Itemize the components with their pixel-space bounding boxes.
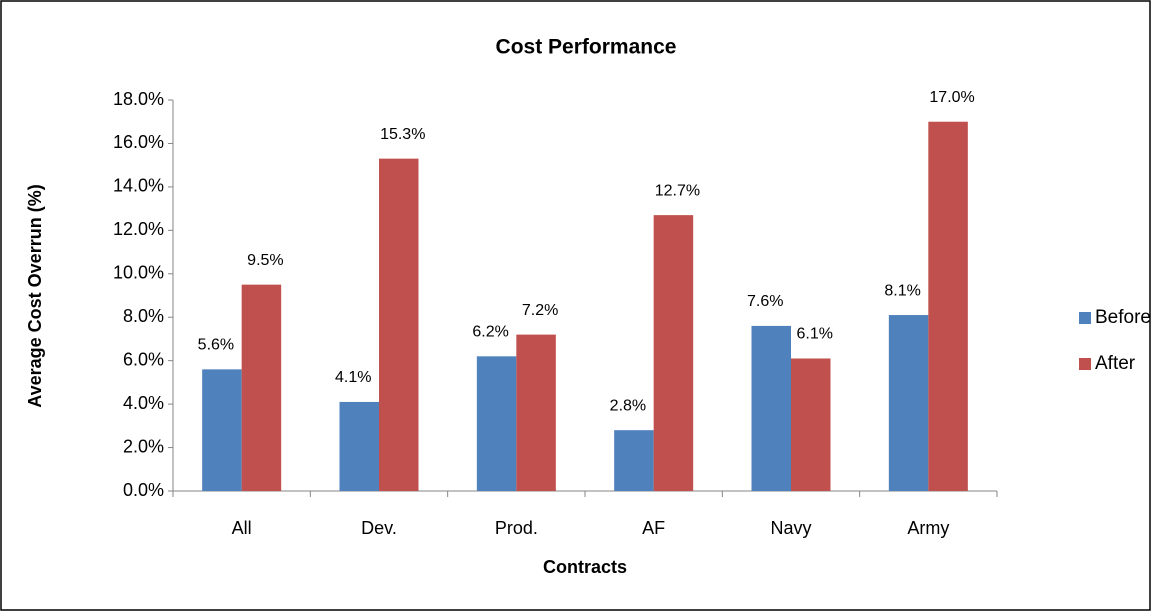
y-tick-label: 16.0% bbox=[113, 132, 164, 152]
value-label: 12.7% bbox=[655, 182, 700, 199]
bar bbox=[928, 121, 968, 491]
x-tick-label: Prod. bbox=[495, 518, 538, 538]
value-label: 4.1% bbox=[335, 369, 371, 386]
x-tick-label: Navy bbox=[770, 518, 811, 538]
y-tick-label: 0.0% bbox=[123, 480, 164, 500]
bar bbox=[614, 430, 654, 491]
bar bbox=[888, 315, 929, 491]
value-label: 5.6% bbox=[198, 337, 234, 354]
x-tick-label: Dev. bbox=[361, 518, 397, 538]
y-tick-label: 18.0% bbox=[113, 89, 164, 109]
y-tick-label: 6.0% bbox=[123, 349, 164, 369]
bar bbox=[339, 401, 379, 491]
bar bbox=[653, 215, 694, 491]
bar bbox=[202, 369, 242, 491]
bar bbox=[791, 358, 831, 491]
value-label: 6.1% bbox=[797, 326, 833, 343]
y-tick-label: 12.0% bbox=[113, 219, 164, 239]
value-label: 2.8% bbox=[610, 397, 646, 414]
y-tick-label: 10.0% bbox=[113, 263, 164, 283]
value-label: 17.0% bbox=[929, 89, 974, 106]
bar bbox=[476, 356, 517, 491]
legend-label: After bbox=[1095, 353, 1136, 374]
y-tick-label: 8.0% bbox=[123, 306, 164, 326]
y-axis-title: Average Cost Overrun (%) bbox=[25, 184, 45, 407]
value-label: 7.6% bbox=[747, 293, 783, 310]
x-tick-label: AF bbox=[642, 518, 665, 538]
value-label: 9.5% bbox=[247, 252, 283, 269]
value-label: 6.2% bbox=[472, 324, 508, 341]
legend-swatch bbox=[1079, 312, 1091, 324]
bar bbox=[379, 158, 419, 491]
bar bbox=[241, 284, 282, 491]
x-tick-label: Army bbox=[907, 518, 949, 538]
bar bbox=[516, 334, 556, 491]
x-tick-label: All bbox=[232, 518, 252, 538]
y-tick-label: 2.0% bbox=[123, 436, 164, 456]
x-axis-title: Contracts bbox=[543, 557, 627, 577]
y-tick-label: 4.0% bbox=[123, 393, 164, 413]
bar bbox=[751, 325, 791, 491]
chart-title: Cost Performance bbox=[496, 36, 677, 59]
y-tick-label: 14.0% bbox=[113, 176, 164, 196]
value-label: 15.3% bbox=[380, 126, 425, 143]
legend-label: Before bbox=[1095, 307, 1151, 328]
value-label: 7.2% bbox=[522, 302, 558, 319]
legend-swatch bbox=[1079, 358, 1091, 370]
value-label: 8.1% bbox=[884, 282, 920, 299]
